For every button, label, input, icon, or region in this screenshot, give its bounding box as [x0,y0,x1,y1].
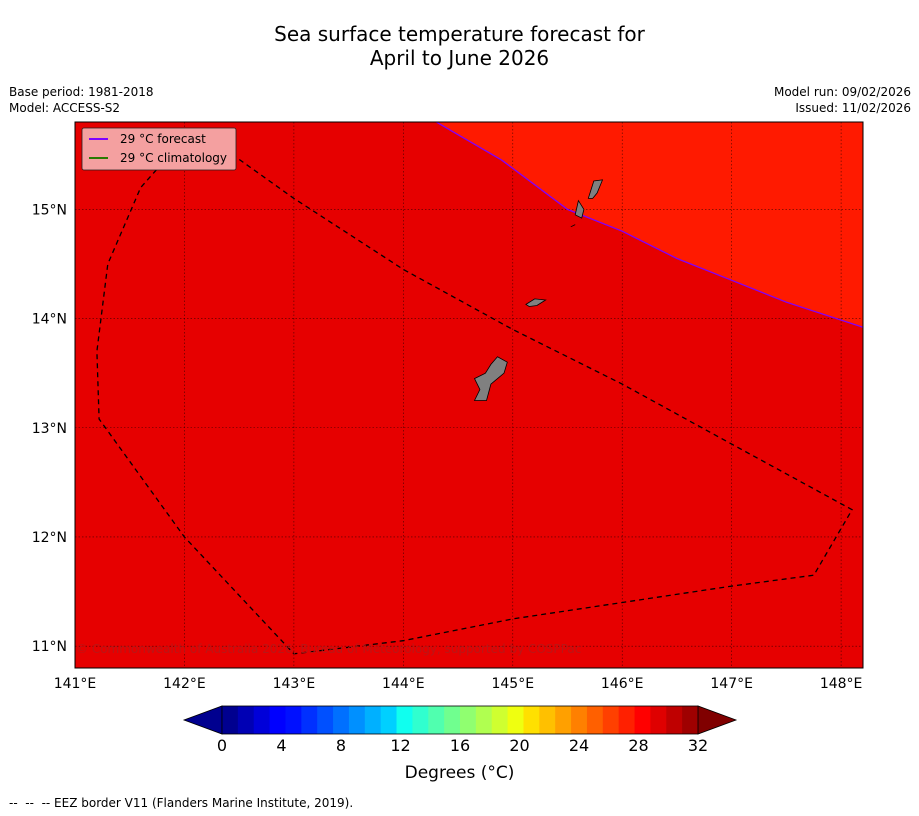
colorbar-swatch-3 [269,706,286,734]
lon-tick-label-142: 142°E [163,676,206,692]
colorbar-swatch-4 [285,706,302,734]
title-line-1: Sea surface temperature forecast for [274,22,645,46]
colorbar-swatch-9 [364,706,382,734]
colorbar-swatch-11 [396,706,413,734]
colorbar-tick-label-24: 24 [569,736,589,755]
plot-area: © Commonwealth of Australia 2026, Bureau… [75,122,863,668]
colorbar-swatch-5 [301,706,318,734]
colorbar: 0 4 8 12 16 20 24 28 32 [182,705,738,755]
lon-tick-label-143: 143°E [273,676,316,692]
colorbar-swatch-0 [222,706,239,734]
meta-left: Base period: 1981-2018 Model: ACCESS-S2 [9,84,154,116]
colorbar-swatch-24 [602,706,620,734]
colorbar-swatch-1 [237,706,255,734]
island-rota [525,298,547,307]
colorbar-tick-label-12: 12 [390,736,410,755]
colorbar-swatch-16 [475,706,493,734]
colorbar-swatch-26 [634,706,651,734]
eez-footnote: -- -- -- EEZ border V11 (Flanders Marine… [9,796,354,810]
meta-right: Model run: 09/02/2026 Issued: 11/02/2026 [774,84,911,116]
eez-border [96,137,853,655]
colorbar-tick-label-16: 16 [450,736,470,755]
colorbar-swatch-25 [618,706,635,734]
copyright-text: © Commonwealth of Australia 2026, Bureau… [76,642,581,656]
lon-tick-label-145: 145°E [491,676,534,692]
colorbar-swatch-2 [253,706,270,734]
model-run: Model run: 09/02/2026 [773,85,911,99]
lat-tick-label-14: 14°N [32,312,67,328]
colorbar-tick-label-0: 0 [217,736,227,755]
colorbar-swatch-18 [507,706,524,734]
lat-tick-label-13: 13°N [32,421,67,437]
colorbar-tick-label-20: 20 [509,736,529,755]
lon-tick-label-146: 146°E [601,676,644,692]
colorbar-over-arrow [697,705,738,735]
sst-field-29-30 [436,122,863,328]
colorbar-swatch-21 [555,706,572,734]
lat-tick-label-11: 11°N [32,639,67,655]
colorbar-swatch-23 [586,706,604,734]
colorbar-label: Degrees (°C) [404,763,515,783]
colorbar-swatch-7 [333,706,350,734]
island-guam [473,356,508,401]
colorbar-swatch-15 [460,706,477,734]
lat-tick-label-12: 12°N [32,530,67,546]
colorbar-swatch-27 [650,706,667,734]
legend: 29 °C forecast 29 °C climatology [81,127,237,171]
legend-climatology-label: 29 °C climatology [120,151,227,165]
colorbar-swatch-6 [317,706,334,734]
legend-box [81,127,237,171]
map-figure: © Commonwealth of Australia 2026, Bureau… [32,121,864,755]
lon-tick-label-148: 148°E [820,676,863,692]
contour-29-forecast [435,122,863,328]
colorbar-tick-label-4: 4 [276,736,286,755]
colorbar-swatch-28 [666,706,683,734]
plot-frame [74,121,864,669]
island-tinian [574,199,585,219]
colorbar-swatch-10 [380,706,397,734]
title-line-2: April to June 2026 [369,46,550,70]
island-saipan [587,179,604,199]
colorbar-swatch-20 [539,706,556,734]
colorbar-swatch-19 [523,706,540,734]
colorbar-swatch-29 [682,706,699,734]
lon-tick-label-141: 141°E [54,676,97,692]
colorbar-frame [221,705,699,735]
colorbar-swatch-14 [444,706,461,734]
legend-forecast-label: 29 °C forecast [120,132,206,146]
lat-tick-label-15: 15°N [32,202,67,218]
colorbar-tick-label-28: 28 [628,736,648,755]
colorbar-tick-label-8: 8 [336,736,346,755]
base-period: Base period: 1981-2018 [9,85,154,99]
colorbar-swatch-13 [428,706,445,734]
lon-tick-label-144: 144°E [382,676,425,692]
model-name: Model: ACCESS-S2 [9,101,121,115]
chart-title: Sea surface temperature forecast for Apr… [0,22,919,70]
colorbar-under-arrow [182,705,223,735]
colorbar-swatch-8 [348,706,366,734]
lon-tick-label-147: 147°E [710,676,753,692]
colorbar-tick-label-32: 32 [688,736,708,755]
colorbar-swatch-22 [571,706,588,734]
island-aguijan [570,224,576,228]
colorbar-swatch-17 [491,706,508,734]
colorbar-swatch-12 [412,706,429,734]
issued-date: Issued: 11/02/2026 [795,101,911,115]
